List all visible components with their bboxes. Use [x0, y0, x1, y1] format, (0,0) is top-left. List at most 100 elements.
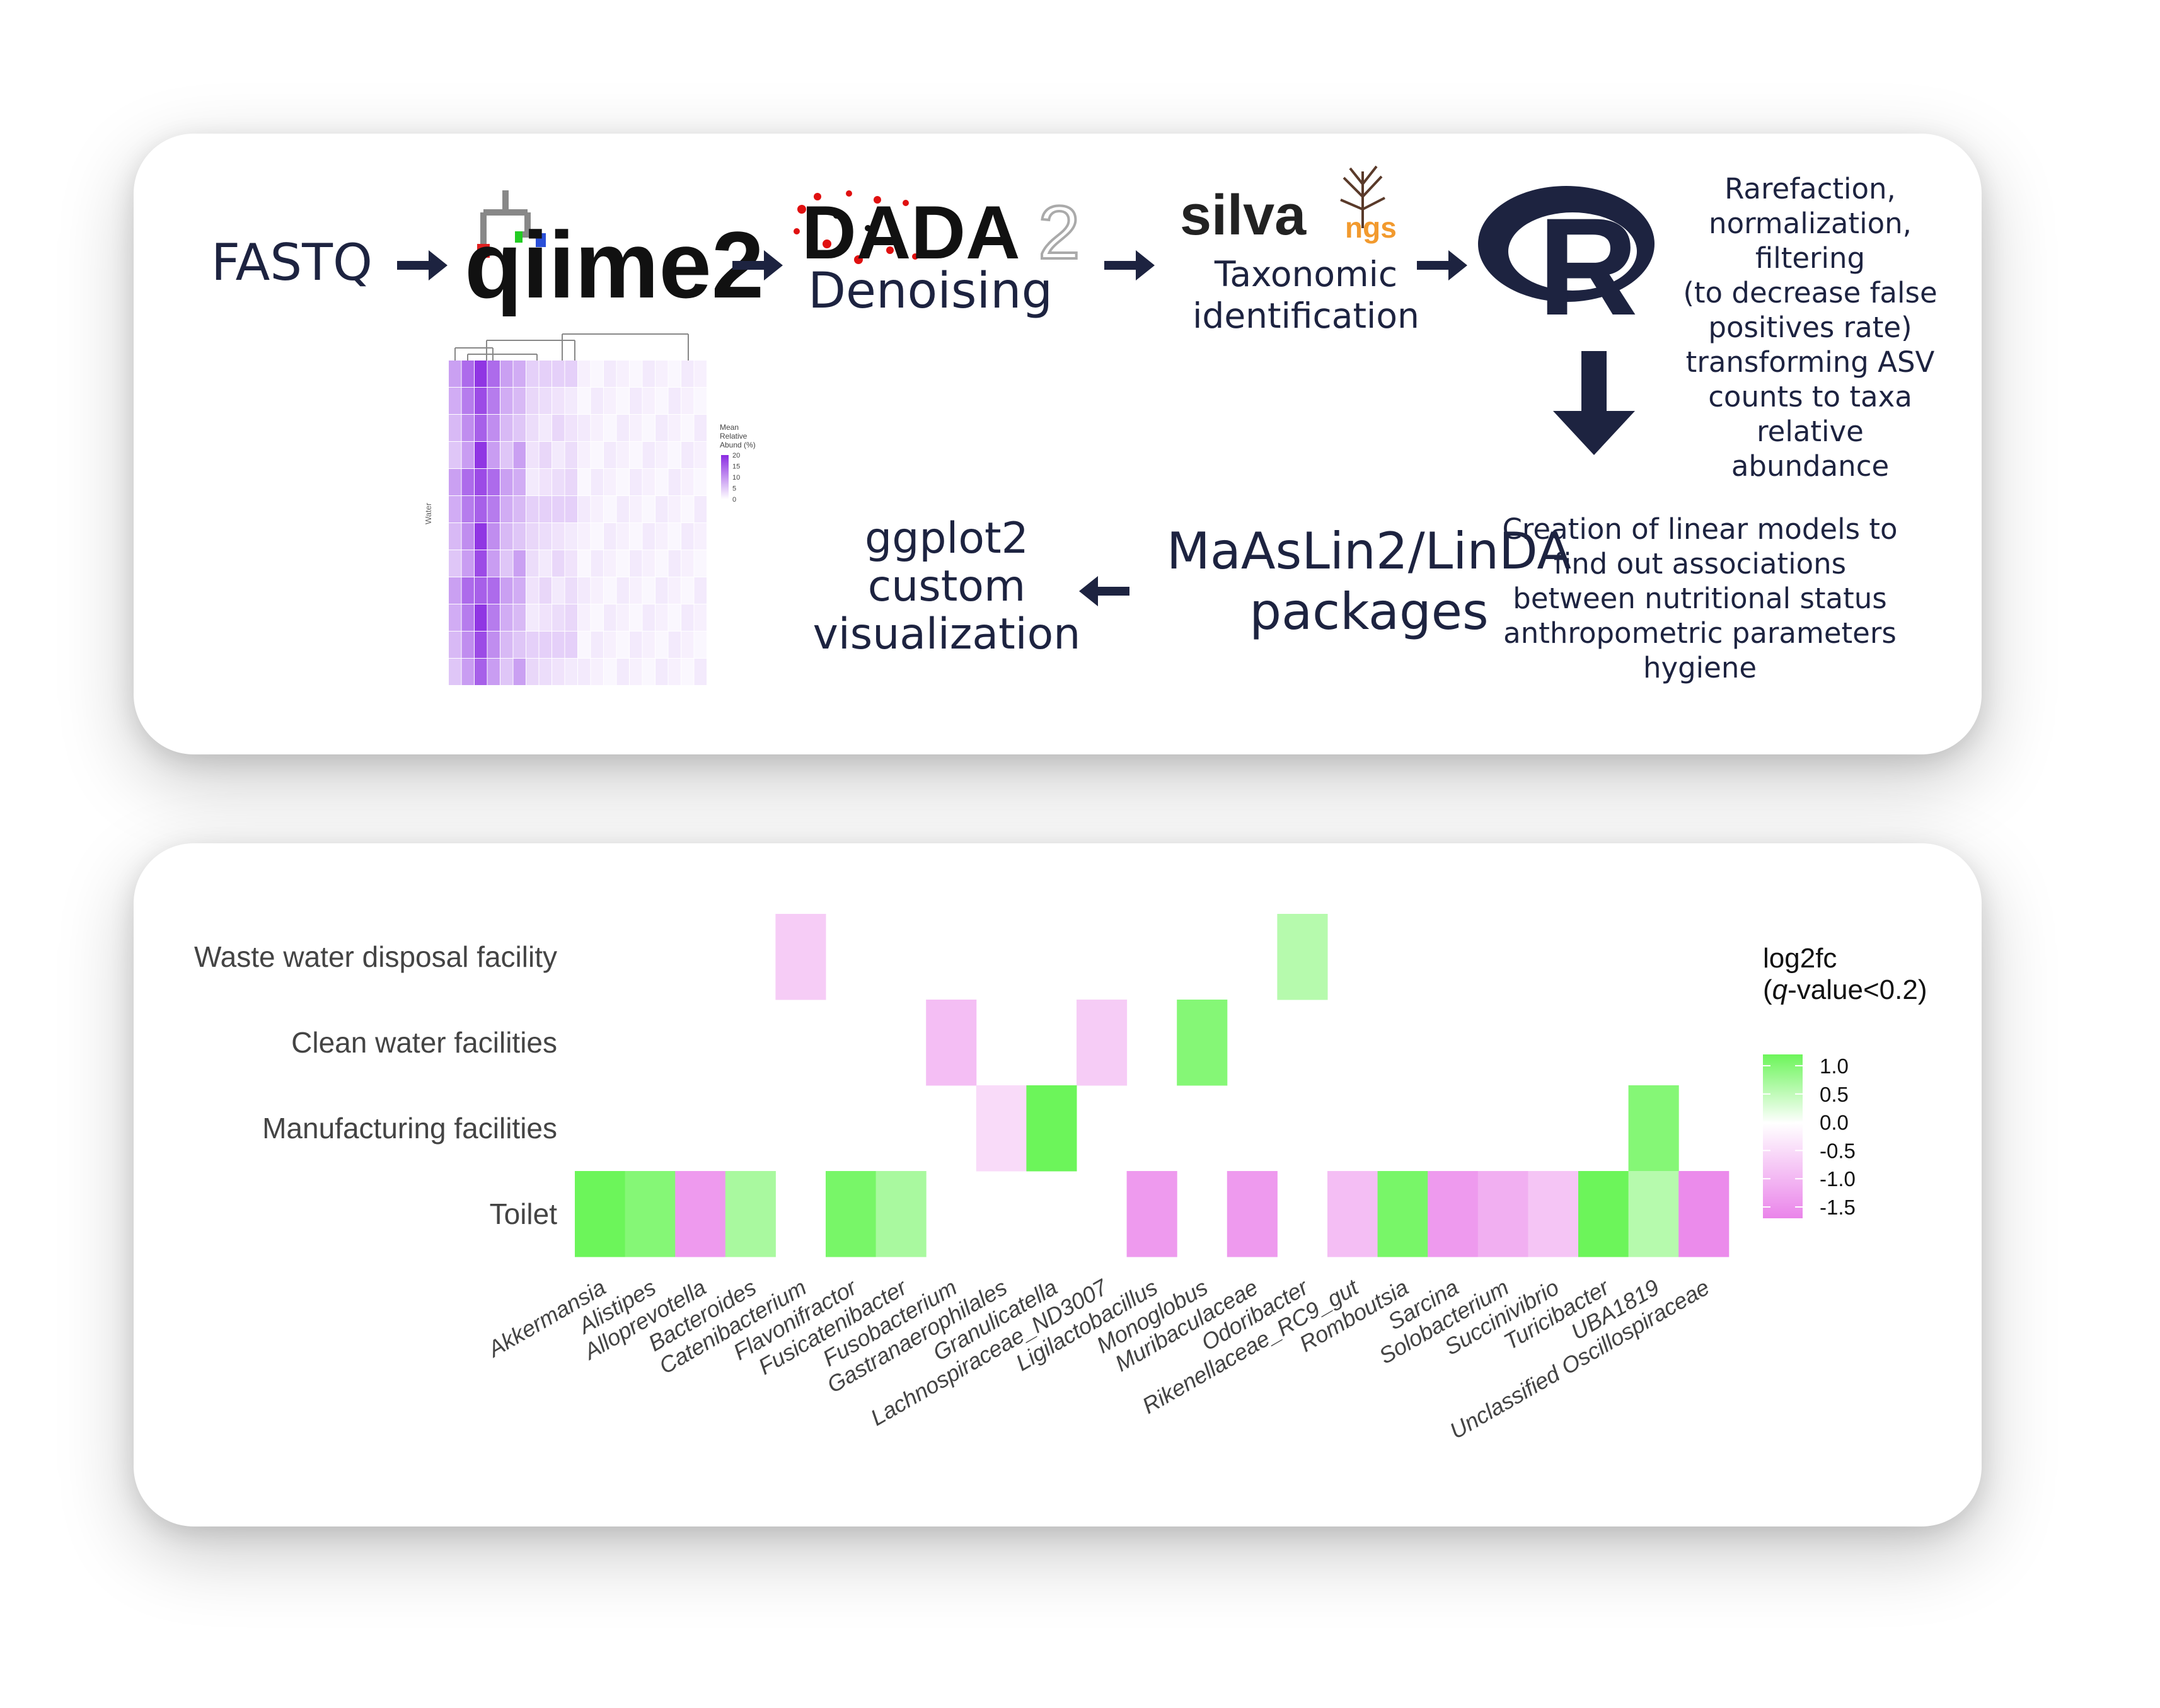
inset-cell: [526, 361, 539, 387]
inset-cell: [565, 632, 577, 658]
legend-tick-label: -1.5: [1820, 1196, 1856, 1219]
inset-cell: [449, 577, 461, 604]
inset-cell: [616, 442, 629, 468]
rarefaction-text: Rarefaction, normalization, filtering (t…: [1683, 172, 1938, 483]
inset-cell: [578, 577, 591, 604]
heatmap-cell: [1428, 1171, 1479, 1257]
inset-cell: [681, 388, 694, 414]
inset-cell: [552, 496, 565, 522]
heatmap-cell: [1377, 1171, 1428, 1257]
inset-cell: [591, 550, 603, 577]
inset-cell: [668, 388, 681, 414]
inset-cell: [539, 550, 552, 577]
row-label: Manufacturing facilities: [262, 1112, 557, 1145]
inset-cell: [578, 388, 591, 414]
inset-cell: [668, 659, 681, 685]
inset-cell: [513, 604, 526, 631]
inset-cell: [513, 577, 526, 604]
inset-cell: [539, 388, 552, 414]
inset-cell: [500, 361, 513, 387]
inset-cell: [449, 361, 461, 387]
inset-cell: [539, 469, 552, 495]
inset-cell: [475, 577, 487, 604]
inset-cell: [681, 632, 694, 658]
inset-cell: [513, 469, 526, 495]
inset-cell: [656, 496, 668, 522]
inset-cell: [449, 550, 461, 577]
inset-cell: [487, 361, 500, 387]
heatmap-cell: [1277, 914, 1328, 1000]
inset-cell: [449, 604, 461, 631]
inset-cell: [539, 496, 552, 522]
inset-cell: [552, 361, 565, 387]
inset-cell: [449, 496, 461, 522]
inset-cell: [500, 632, 513, 658]
inset-cell: [642, 577, 655, 604]
inset-cell: [526, 442, 539, 468]
inset-cell: [591, 469, 603, 495]
inset-cell: [630, 361, 642, 387]
heatmap-cell: [1227, 1171, 1278, 1257]
inset-cell: [578, 496, 591, 522]
inset-cell: [642, 442, 655, 468]
inset-cell: [694, 388, 707, 414]
inset-cell: [656, 388, 668, 414]
arrow-qiime-dada: [732, 250, 783, 280]
inset-cell: [487, 415, 500, 441]
inset-cell: [630, 577, 642, 604]
inset-legend-tick: 20: [732, 452, 740, 459]
inset-cell: [681, 523, 694, 550]
inset-cell: [616, 361, 629, 387]
inset-cell: [591, 632, 603, 658]
inset-cell: [681, 415, 694, 441]
inset-cell: [591, 415, 603, 441]
inset-cell: [656, 469, 668, 495]
legend-subtitle: (q-value<0.2): [1763, 974, 1927, 1005]
inset-cell: [513, 388, 526, 414]
inset-cell: [668, 550, 681, 577]
inset-cell: [604, 496, 616, 522]
inset-cell: [487, 388, 500, 414]
inset-cell: [552, 577, 565, 604]
inset-cell: [681, 469, 694, 495]
heatmap-cell: [1678, 1171, 1730, 1257]
inset-cell: [604, 632, 616, 658]
heatmap-panel: Waste water disposal facility Clean water…: [134, 843, 1982, 1526]
linear-models-text: Creation of linear models to find out as…: [1502, 512, 1898, 684]
maaslin-label: MaAsLin2/LinDA packages: [1166, 522, 1572, 641]
inset-cell: [630, 550, 642, 577]
inset-cell: [604, 577, 616, 604]
inset-cell: [513, 415, 526, 441]
inset-cell: [616, 469, 629, 495]
heatmap-cell: [675, 1171, 726, 1257]
inset-cell: [539, 659, 552, 685]
inset-cell: [616, 577, 629, 604]
inset-cell: [630, 388, 642, 414]
inset-cell: [552, 550, 565, 577]
inset-cell: [591, 361, 603, 387]
heatmap-cell: [575, 1171, 626, 1257]
inset-cell: [565, 388, 577, 414]
inset-cell: [475, 469, 487, 495]
inset-cell: [642, 523, 655, 550]
inset-cell: [565, 496, 577, 522]
inset-cell: [552, 442, 565, 468]
inset-cell: [668, 632, 681, 658]
inset-cell: [552, 659, 565, 685]
inset-cell: [526, 659, 539, 685]
inset-cell: [526, 469, 539, 495]
inset-cell: [578, 415, 591, 441]
r-logo: R: [1478, 186, 1655, 320]
inset-cell: [591, 523, 603, 550]
inset-cell: [552, 469, 565, 495]
inset-legend-title: Mean: [720, 423, 739, 432]
inset-cell: [694, 469, 707, 495]
qiime2-logo: qiime2: [465, 190, 764, 316]
inset-cell: [668, 361, 681, 387]
inset-cell: [513, 361, 526, 387]
inset-cell: [694, 361, 707, 387]
inset-cell: [656, 659, 668, 685]
inset-cell: [694, 550, 707, 577]
inset-cell: [461, 469, 474, 495]
